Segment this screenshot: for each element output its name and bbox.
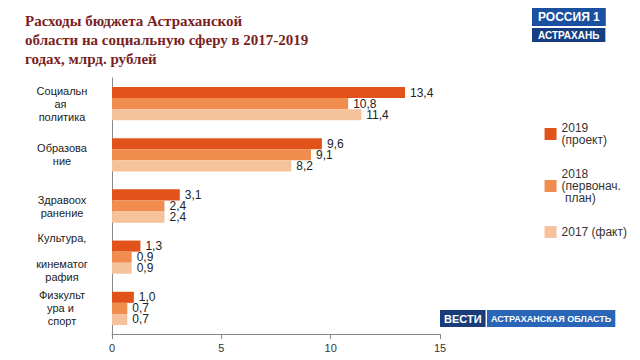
svg-text:1,0: 1,0 bbox=[138, 290, 156, 305]
svg-text:13,4: 13,4 bbox=[410, 86, 434, 100]
svg-text:2019: 2019 bbox=[561, 121, 592, 135]
svg-text:области на социальную сферу в: области на социальную сферу в 2017-2019 bbox=[25, 32, 312, 48]
svg-text:ВЕСТИ: ВЕСТИ bbox=[444, 313, 482, 325]
svg-text:2,4: 2,4 bbox=[169, 199, 187, 213]
svg-text:0: 0 bbox=[109, 342, 115, 354]
svg-text:10: 10 bbox=[325, 342, 337, 354]
svg-text:РОССИЯ 1: РОССИЯ 1 bbox=[538, 10, 600, 24]
svg-text:(проект): (проект) bbox=[562, 133, 607, 147]
svg-text:спорт: спорт bbox=[48, 315, 77, 327]
svg-text:кинематог: кинематог bbox=[36, 258, 88, 270]
svg-text:Расходы бюджета Астраханской: Расходы бюджета Астраханской bbox=[25, 13, 246, 29]
svg-text:0,9: 0,9 bbox=[136, 250, 154, 265]
svg-text:0,7: 0,7 bbox=[132, 301, 149, 316]
svg-text:Здравоох: Здравоох bbox=[38, 194, 87, 206]
svg-text:11,4: 11,4 bbox=[366, 108, 389, 122]
svg-text:ние: ние bbox=[53, 155, 71, 167]
svg-text:1,3: 1,3 bbox=[145, 239, 163, 254]
svg-text:Культура,: Культура, bbox=[38, 232, 87, 244]
svg-text:ранение: ранение bbox=[41, 207, 84, 219]
svg-text:5: 5 bbox=[218, 342, 224, 354]
svg-text:0,9: 0,9 bbox=[137, 261, 154, 275]
svg-text:2018: 2018 bbox=[561, 167, 592, 181]
svg-text:рафия: рафия bbox=[45, 271, 78, 283]
svg-text:Социальн: Социальн bbox=[37, 85, 88, 97]
svg-text:15: 15 bbox=[434, 342, 446, 354]
svg-text:2,4: 2,4 bbox=[169, 210, 186, 224]
svg-text:0,7: 0,7 bbox=[132, 312, 149, 326]
svg-text:Образова: Образова bbox=[37, 142, 88, 154]
svg-text:ая: ая bbox=[54, 98, 69, 110]
svg-text:(первонач.: (первонач. bbox=[561, 179, 621, 193]
svg-text:политика: политика bbox=[39, 111, 87, 123]
svg-text:ура и: ура и bbox=[47, 302, 77, 314]
svg-text:Физкульт: Физкульт bbox=[39, 289, 85, 301]
svg-text:2017 (факт): 2017 (факт) bbox=[562, 225, 627, 239]
svg-text:годах, млрд. рублей: годах, млрд. рублей bbox=[25, 51, 157, 67]
svg-text:АСТРАХАНЬ: АСТРАХАНЬ bbox=[538, 30, 599, 41]
svg-text:9,6: 9,6 bbox=[326, 136, 344, 151]
svg-text:3,1: 3,1 bbox=[185, 188, 202, 202]
svg-text:9,1: 9,1 bbox=[316, 148, 333, 162]
svg-text:10,8: 10,8 bbox=[353, 96, 377, 111]
svg-text:план): план) bbox=[562, 191, 596, 205]
svg-text:АСТРАХАНСКАЯ ОБЛАСТЬ: АСТРАХАНСКАЯ ОБЛАСТЬ bbox=[491, 314, 612, 324]
svg-text:8,2: 8,2 bbox=[296, 159, 313, 173]
